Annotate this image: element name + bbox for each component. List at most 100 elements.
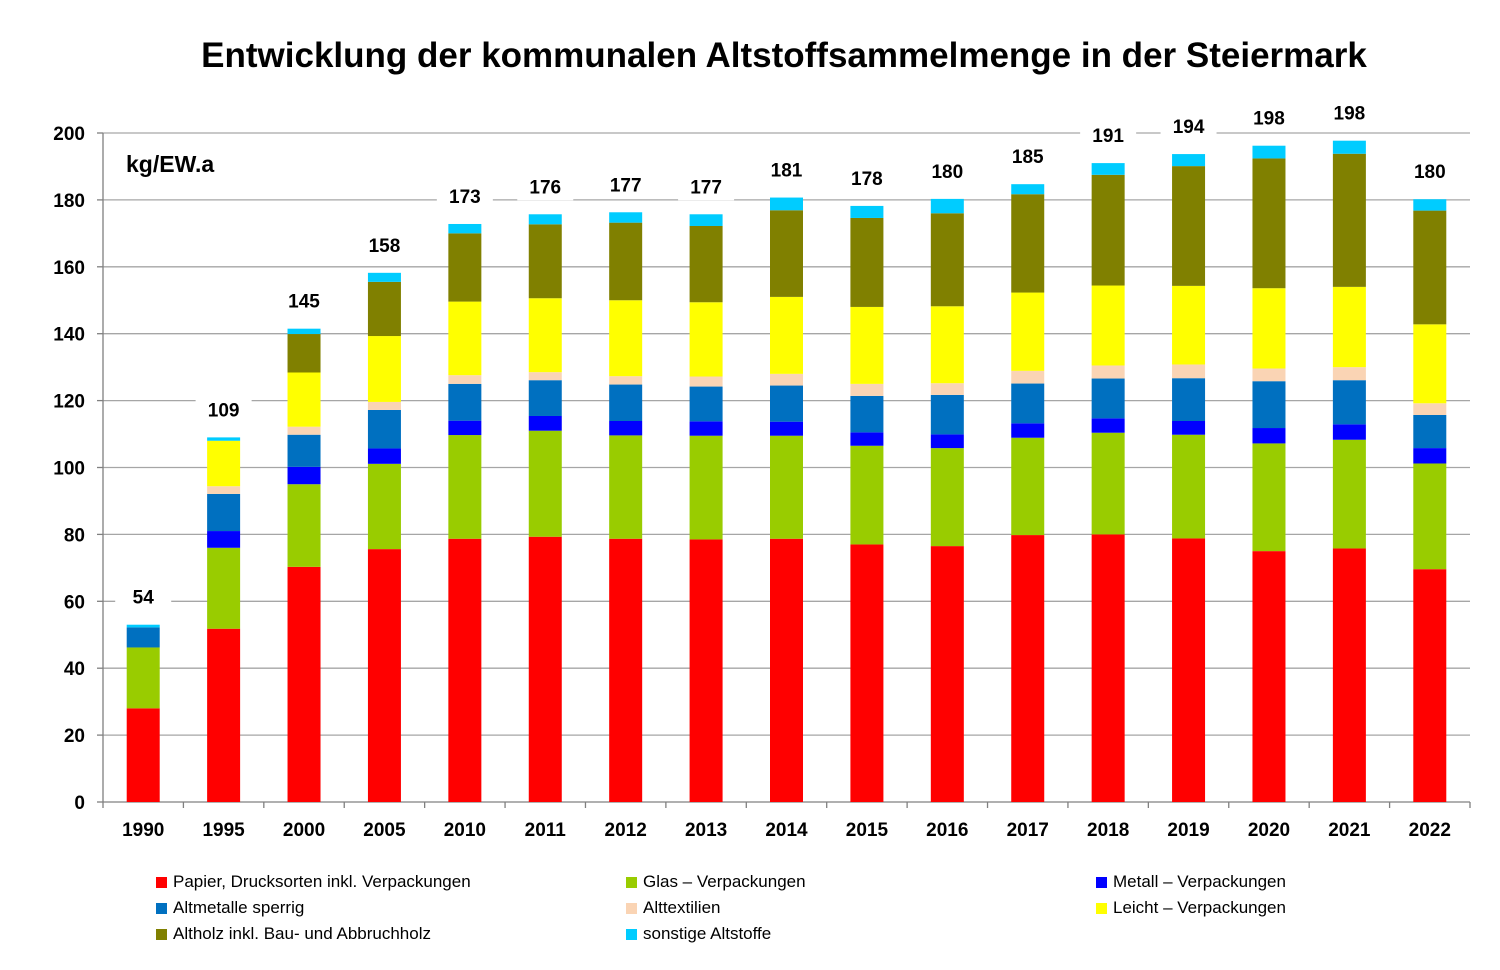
bar-segment — [287, 484, 321, 567]
total-label: 177 — [690, 177, 722, 198]
bar-segment — [850, 544, 884, 802]
total-label-bg — [115, 582, 172, 611]
bar-segment — [287, 566, 321, 802]
bar-segment — [448, 223, 482, 234]
y-tick-label: 160 — [53, 258, 85, 279]
bar-segment — [287, 334, 321, 373]
legend-swatch — [156, 876, 167, 888]
y-tick-label: 80 — [64, 525, 85, 546]
total-label-bg — [1240, 103, 1297, 132]
bar-segment — [1172, 538, 1206, 802]
bar-segment — [930, 546, 964, 802]
bar-segment — [528, 415, 562, 431]
total-label: 198 — [1334, 104, 1366, 125]
bar-segment — [609, 300, 643, 377]
bar-segment — [448, 420, 482, 436]
bar-segment — [850, 383, 884, 396]
bar-segment — [367, 401, 401, 410]
bar-segment — [609, 222, 643, 301]
bar-segment — [1413, 199, 1447, 211]
bar-segment — [770, 385, 803, 422]
bar-segment — [1091, 418, 1125, 433]
bar-segment — [1011, 437, 1045, 536]
bar-segment — [207, 440, 241, 487]
total-label: 145 — [288, 292, 320, 313]
bar-segment — [1091, 285, 1125, 366]
bar-segment — [1172, 154, 1206, 167]
x-tick-label: 2010 — [444, 820, 486, 841]
legend-label: Altholz inkl. Bau- und Abbruchholz — [173, 924, 431, 943]
bar-segment — [287, 466, 321, 485]
x-tick-label: 2012 — [605, 820, 647, 841]
bar-segment — [609, 421, 643, 436]
x-tick-label: 2018 — [1087, 820, 1129, 841]
bar-segment — [770, 435, 803, 539]
legend-swatch — [626, 876, 637, 888]
bar-segment — [930, 434, 964, 449]
y-tick-label: 60 — [64, 592, 85, 613]
total-label: 181 — [771, 161, 803, 182]
x-tick-label: 1995 — [202, 820, 245, 841]
bar-segment — [1172, 421, 1206, 435]
bar-segment — [1332, 380, 1366, 425]
bar-segment — [1413, 403, 1447, 415]
bar-segment — [367, 409, 401, 449]
total-label: 194 — [1173, 117, 1205, 138]
y-tick-label: 140 — [53, 325, 85, 346]
axes: 0 20 40 60 80 100 120 140 160 180 200 — [53, 124, 1471, 814]
bar-segment — [850, 217, 884, 307]
legend-label: Glas – Verpackungen — [643, 872, 806, 891]
bar-segment — [1172, 166, 1206, 286]
total-label-bg — [838, 163, 895, 192]
legend: Papier, Drucksorten inkl. Verpackungen Gl… — [156, 872, 1416, 944]
legend-swatch — [1096, 902, 1107, 914]
bar-segment — [770, 197, 803, 211]
bar-segment — [207, 628, 241, 802]
x-tick-label: 1990 — [122, 820, 164, 841]
bar-segment — [287, 426, 321, 435]
total-label: 198 — [1253, 109, 1285, 130]
total-label-bg — [1321, 98, 1378, 127]
bar-segment — [770, 373, 803, 386]
bar-segment — [609, 435, 643, 539]
bar-segment — [1011, 370, 1045, 384]
bar-segment — [1332, 153, 1366, 287]
bar-segment — [850, 432, 884, 446]
bar-segment — [207, 437, 241, 441]
bar-segment — [367, 448, 401, 464]
y-tick-label: 200 — [53, 124, 85, 145]
bar-segment — [770, 538, 803, 802]
bar-segment — [850, 395, 884, 433]
total-label: 177 — [610, 175, 642, 196]
total-label: 180 — [1414, 162, 1446, 183]
bar-segment — [287, 434, 321, 467]
total-label-bg — [436, 181, 493, 210]
legend-swatch — [1096, 876, 1107, 888]
total-label: 191 — [1092, 126, 1124, 147]
bar-segment — [1091, 174, 1125, 286]
bar-segment — [1172, 434, 1206, 539]
total-label-bg — [597, 170, 654, 199]
bar-segment — [1332, 367, 1366, 381]
bar-segment — [1172, 378, 1206, 422]
bar-segment — [207, 493, 241, 532]
bar-segment — [367, 336, 401, 402]
bar-segment — [930, 213, 964, 307]
bars — [126, 140, 1447, 802]
total-label: 185 — [1012, 147, 1044, 168]
bar-segment — [1413, 569, 1447, 802]
x-tick-label: 2019 — [1167, 820, 1209, 841]
chart-title: Entwicklung der kommunalen Altstoffsamme… — [201, 36, 1367, 75]
bar-segment — [850, 306, 884, 384]
bar-segment — [1091, 365, 1125, 379]
bar-segment — [126, 708, 160, 802]
bar-segment — [1413, 210, 1447, 325]
legend-label: Alttextilien — [643, 898, 721, 917]
y-tick-label: 100 — [53, 459, 85, 480]
x-tick-label: 2020 — [1248, 820, 1290, 841]
x-tick-label: 2000 — [283, 820, 325, 841]
total-label-bg — [1160, 112, 1217, 141]
bar-segment — [1332, 439, 1366, 549]
y-tick-label: 120 — [53, 392, 85, 413]
